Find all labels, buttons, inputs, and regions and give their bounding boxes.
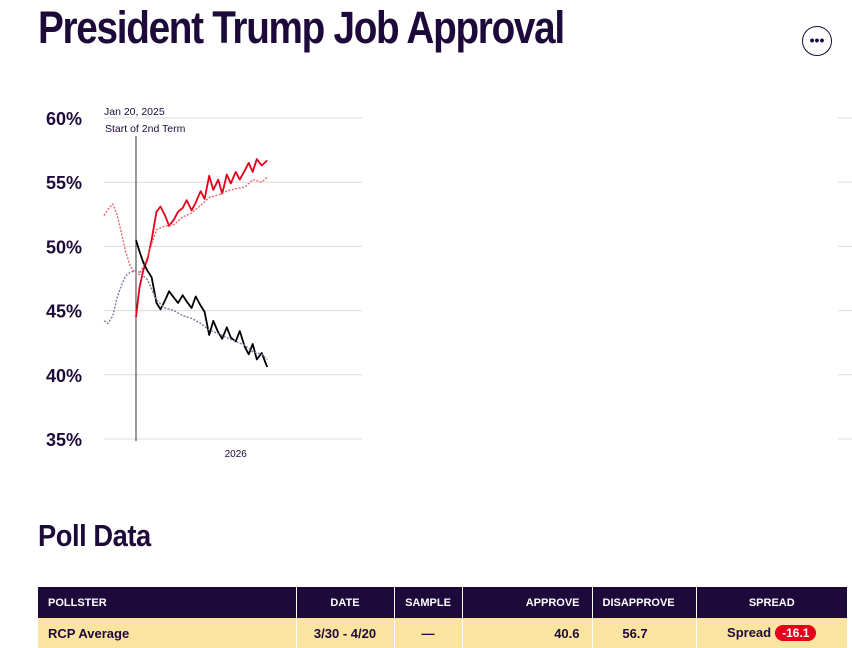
approve-cell: 40.6 xyxy=(462,618,593,648)
spread-badge: -16.1 xyxy=(775,625,817,641)
column-header-sample[interactable]: SAMPLE xyxy=(394,587,463,618)
y-tick-label: 45% xyxy=(46,302,82,322)
y-tick-label: 50% xyxy=(46,237,82,257)
spread-cell: Spread -16.1 xyxy=(696,618,847,648)
poll-table-header: POLLSTER DATE SAMPLE APPROVE DISAPPROVE … xyxy=(38,587,847,618)
column-header-pollster[interactable]: POLLSTER xyxy=(38,587,297,618)
column-header-approve[interactable]: APPROVE xyxy=(462,587,593,618)
more-horizontal-icon: ••• xyxy=(809,31,825,48)
y-tick-label: 35% xyxy=(46,430,82,450)
disapprove-cell: 56.7 xyxy=(592,618,697,648)
page-title: President Trump Job Approval xyxy=(38,2,565,53)
approval-chart: 60% 55% 50% 45% 40% 35% Jan 20, 2025 Start of … xyxy=(46,106,852,460)
annotation-term-label: Start of 2nd Term xyxy=(105,123,186,135)
y-tick-label: 55% xyxy=(46,173,82,193)
spread-label: Spread xyxy=(727,625,772,640)
y-tick-label: 60% xyxy=(46,109,82,129)
prior_disapprove-line xyxy=(103,176,268,276)
poll-data-title: Poll Data xyxy=(38,518,151,553)
column-header-disapprove[interactable]: DISAPPROVE xyxy=(592,587,697,618)
disapprove-line xyxy=(135,158,268,318)
prior_approve-line xyxy=(103,270,268,360)
pollster-cell: RCP Average xyxy=(38,618,297,648)
column-header-spread[interactable]: SPREAD xyxy=(696,587,847,618)
annotation-date-label: Jan 20, 2025 xyxy=(104,106,165,118)
y-tick-label: 40% xyxy=(46,366,82,386)
poll-table: POLLSTER DATE SAMPLE APPROVE DISAPPROVE … xyxy=(38,587,847,648)
x-tick-label: 2026 xyxy=(225,449,248,460)
more-options-button[interactable]: ••• xyxy=(802,26,832,56)
date-cell: 3/30 - 4/20 xyxy=(296,618,395,648)
approve-line xyxy=(135,239,269,368)
sample-cell: — xyxy=(394,618,463,648)
column-header-date[interactable]: DATE xyxy=(296,587,395,618)
table-row[interactable]: RCP Average 3/30 - 4/20 — 40.6 56.7 Spre… xyxy=(38,618,847,648)
